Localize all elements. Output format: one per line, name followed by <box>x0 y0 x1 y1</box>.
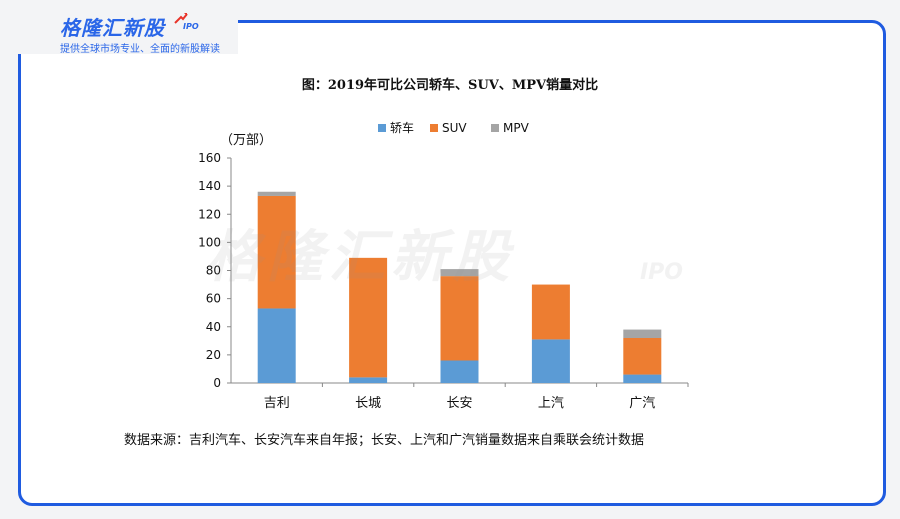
bar-segment <box>257 191 296 196</box>
bar-segment <box>623 329 662 338</box>
bar-segment <box>440 360 479 383</box>
brand-tagline: 提供全球市场专业、全面的新股解读 <box>60 44 220 55</box>
y-tick-label: 120 <box>198 207 221 221</box>
source-note: 数据来源：吉利汽车、长安汽车来自年报；长安、上汽和广汽销量数据来自乘联会统计数据 <box>124 433 645 448</box>
brand-bar <box>18 2 238 54</box>
brand-logo: 格隆汇新股 <box>60 16 165 40</box>
bar-segment <box>623 374 662 383</box>
brand-logo-suffix: IPO <box>183 22 199 31</box>
content-card <box>18 20 886 506</box>
x-tick-label: 吉利 <box>264 396 290 411</box>
chart-title: 图：2019年可比公司轿车、SUV、MPV销量对比 <box>301 78 599 93</box>
x-tick-label: 广汽 <box>629 396 655 411</box>
y-tick-label: 20 <box>206 348 221 362</box>
bar-segment <box>440 276 479 361</box>
legend-label: MPV <box>503 121 530 135</box>
y-tick-label: 100 <box>198 235 221 249</box>
y-tick-label: 140 <box>198 179 221 193</box>
bar-segment <box>349 257 388 378</box>
x-tick-label: 长安 <box>446 396 472 411</box>
y-tick-label: 40 <box>206 320 221 334</box>
y-tick-label: 60 <box>206 292 221 306</box>
bar-segment <box>531 284 570 340</box>
trend-arrow-icon <box>174 13 188 24</box>
y-tick-label: 0 <box>213 376 221 390</box>
y-tick-label: 160 <box>198 151 221 165</box>
bar-segment <box>349 377 388 383</box>
bar-segment <box>257 195 296 309</box>
y-tick-label: 80 <box>206 264 221 278</box>
legend-swatch <box>491 124 499 132</box>
legend-swatch <box>378 124 386 132</box>
legend-label: 轿车 <box>390 120 414 135</box>
bar-segment <box>440 269 479 277</box>
y-axis-label: （万部） <box>220 133 272 148</box>
bar-segment <box>623 338 662 375</box>
bar-segment <box>531 339 570 383</box>
x-tick-label: 长城 <box>355 396 381 411</box>
legend-label: SUV <box>442 121 467 135</box>
x-tick-label: 上汽 <box>538 396 564 411</box>
legend-swatch <box>430 124 438 132</box>
bar-segment <box>257 308 296 383</box>
